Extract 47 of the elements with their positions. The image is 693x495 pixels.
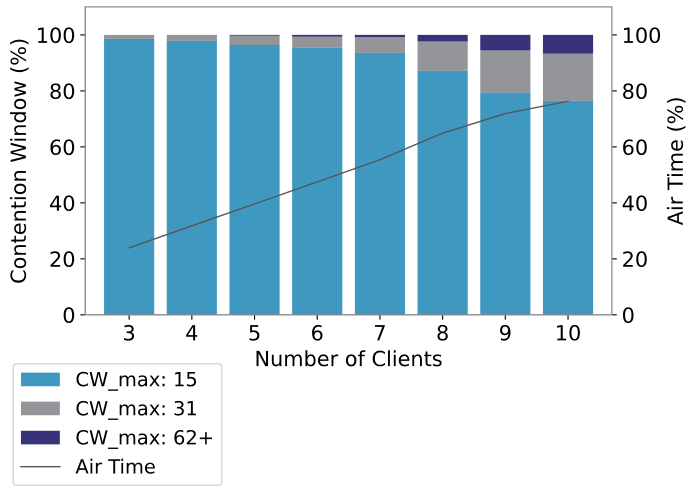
bar [292,36,342,48]
y2-tick-label: 40 [622,195,647,212]
y2-axis-title: Air Time (%) [666,98,686,226]
y2-tick-label: 60 [623,139,647,156]
bar [542,34,594,54]
bar [104,34,154,39]
x-tick-label: 3 [124,324,134,341]
legend-label: CW_max: 15 [76,372,196,391]
bar [480,50,530,93]
y-tick-label: 40 [50,195,74,212]
line-series [128,100,569,249]
bar [166,40,217,315]
x-tick-label: 6 [312,324,323,341]
bar [418,41,468,71]
y2-tick-label: 20 [623,251,647,268]
legend-label: Air Time [76,458,155,474]
x-tick-label: 7 [375,325,385,340]
bar [104,38,154,315]
bar [542,100,594,315]
y-tick-label: 20 [50,251,74,268]
bar [229,35,280,45]
bar [542,54,594,101]
bar [166,34,217,41]
bar [418,34,468,42]
y-axis-title: Contention Window (%) [10,40,29,283]
bar [354,52,406,315]
bar [418,70,468,315]
legend-label: CW_max: 31 [76,400,196,420]
x-tick-label: 4 [186,325,198,340]
x-tick-label: 10 [557,324,580,341]
x-tick-label: 8 [437,324,448,341]
x-axis-title: Number of Clients [256,350,442,366]
y2-tick-label: 0 [623,307,634,324]
y2-tick-label: 100 [624,27,660,44]
bar [480,92,530,315]
bar [229,44,280,315]
y2-tick-label: 80 [623,83,647,100]
y-tick-label: 80 [50,83,74,100]
bar [292,48,342,315]
legend-label: CW_max: 62+ [76,430,212,449]
y-tick-label: 60 [50,139,74,156]
bar [354,37,406,53]
x-tick-label: 5 [250,325,260,341]
bar [480,34,530,50]
y-tick-label: 0 [64,307,74,324]
x-tick-label: 9 [500,324,510,341]
y-tick-label: 100 [38,27,74,44]
